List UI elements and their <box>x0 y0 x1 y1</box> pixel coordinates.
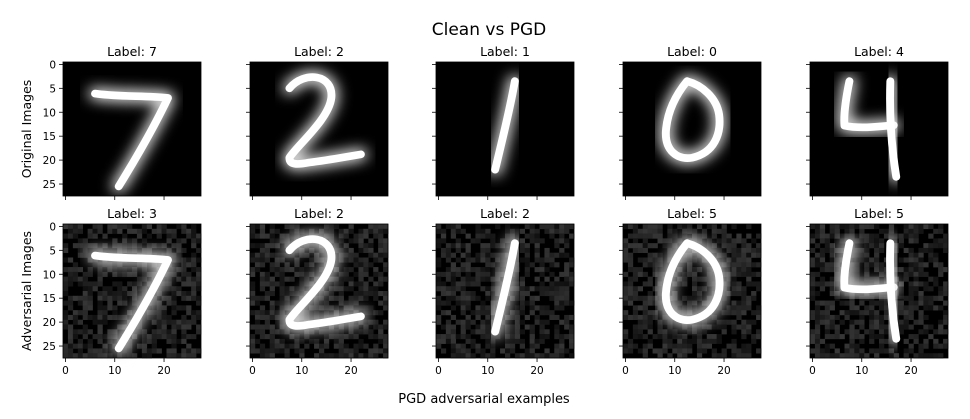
panel-label: Label: 1 <box>480 44 530 59</box>
digit-mark <box>837 236 903 346</box>
figure-title: Clean vs PGD <box>432 20 546 40</box>
row-ylabel: Original Images <box>19 80 34 179</box>
digit-mark <box>488 236 522 338</box>
image-panel: Label: 5 0 10 20 <box>619 206 762 377</box>
panel-label: Label: 0 <box>667 44 717 59</box>
panel-label: Label: 7 <box>107 44 157 59</box>
y-tick-label: 10 <box>43 107 56 119</box>
y-tick-label: 15 <box>43 293 56 305</box>
panel-label: Label: 3 <box>107 206 157 221</box>
y-tick-label: 20 <box>43 317 56 329</box>
digit-mark <box>488 74 522 176</box>
image-panel: Label: 7 0 5 10 15 20 25 <box>43 44 202 200</box>
panel-label: Label: 2 <box>294 44 344 59</box>
image-panel: Label: 3 0 5 10 15 20 25 0 10 20 <box>43 206 202 377</box>
x-tick-label: 10 <box>855 365 868 377</box>
y-tick-label: 5 <box>49 83 56 95</box>
y-tick-label: 5 <box>49 245 56 257</box>
x-tick-label: 0 <box>809 365 816 377</box>
x-tick-label: 0 <box>62 365 69 377</box>
panel-label: Label: 5 <box>667 206 717 221</box>
y-tick-label: 25 <box>43 179 56 191</box>
panel-label: Label: 2 <box>480 206 530 221</box>
image-panel: Label: 1 <box>432 44 575 200</box>
x-tick-label: 0 <box>435 365 442 377</box>
x-tick-label: 0 <box>249 365 256 377</box>
x-tick-label: 20 <box>344 365 357 377</box>
image-panel: Label: 2 0 10 20 <box>246 206 389 377</box>
x-tick-label: 0 <box>622 365 629 377</box>
digit-mark <box>837 74 903 184</box>
digit-mark <box>88 249 175 355</box>
row-ylabel: Adversarial Images <box>19 231 34 351</box>
panel-label: Label: 4 <box>854 44 904 59</box>
digit-mark <box>659 74 726 165</box>
noise-layer <box>436 224 575 359</box>
y-tick-label: 10 <box>43 269 56 281</box>
image-panel: Label: 2 0 10 20 <box>432 206 575 377</box>
digit-mark <box>283 232 368 333</box>
digit-mark <box>659 236 726 327</box>
x-tick-label: 10 <box>295 365 308 377</box>
x-tick-label: 20 <box>530 365 543 377</box>
panel-label: Label: 2 <box>294 206 344 221</box>
digit-mark <box>88 87 175 193</box>
x-tick-label: 20 <box>904 365 917 377</box>
y-tick-label: 0 <box>49 59 56 71</box>
image-panel: Label: 0 <box>619 44 762 200</box>
x-tick-label: 10 <box>108 365 121 377</box>
figure-xlabel: PGD adversarial examples <box>398 392 570 407</box>
y-tick-label: 0 <box>49 221 56 233</box>
panel-label: Label: 5 <box>854 206 904 221</box>
y-tick-label: 25 <box>43 341 56 353</box>
x-tick-label: 20 <box>157 365 170 377</box>
digit-mark <box>283 70 368 171</box>
x-tick-label: 10 <box>481 365 494 377</box>
x-tick-label: 10 <box>668 365 681 377</box>
x-tick-label: 20 <box>717 365 730 377</box>
image-panel: Label: 4 <box>806 44 949 200</box>
y-tick-label: 20 <box>43 155 56 167</box>
image-panel: Label: 5 0 10 20 <box>806 206 949 377</box>
image-panel: Label: 2 <box>246 44 389 200</box>
y-tick-label: 15 <box>43 131 56 143</box>
